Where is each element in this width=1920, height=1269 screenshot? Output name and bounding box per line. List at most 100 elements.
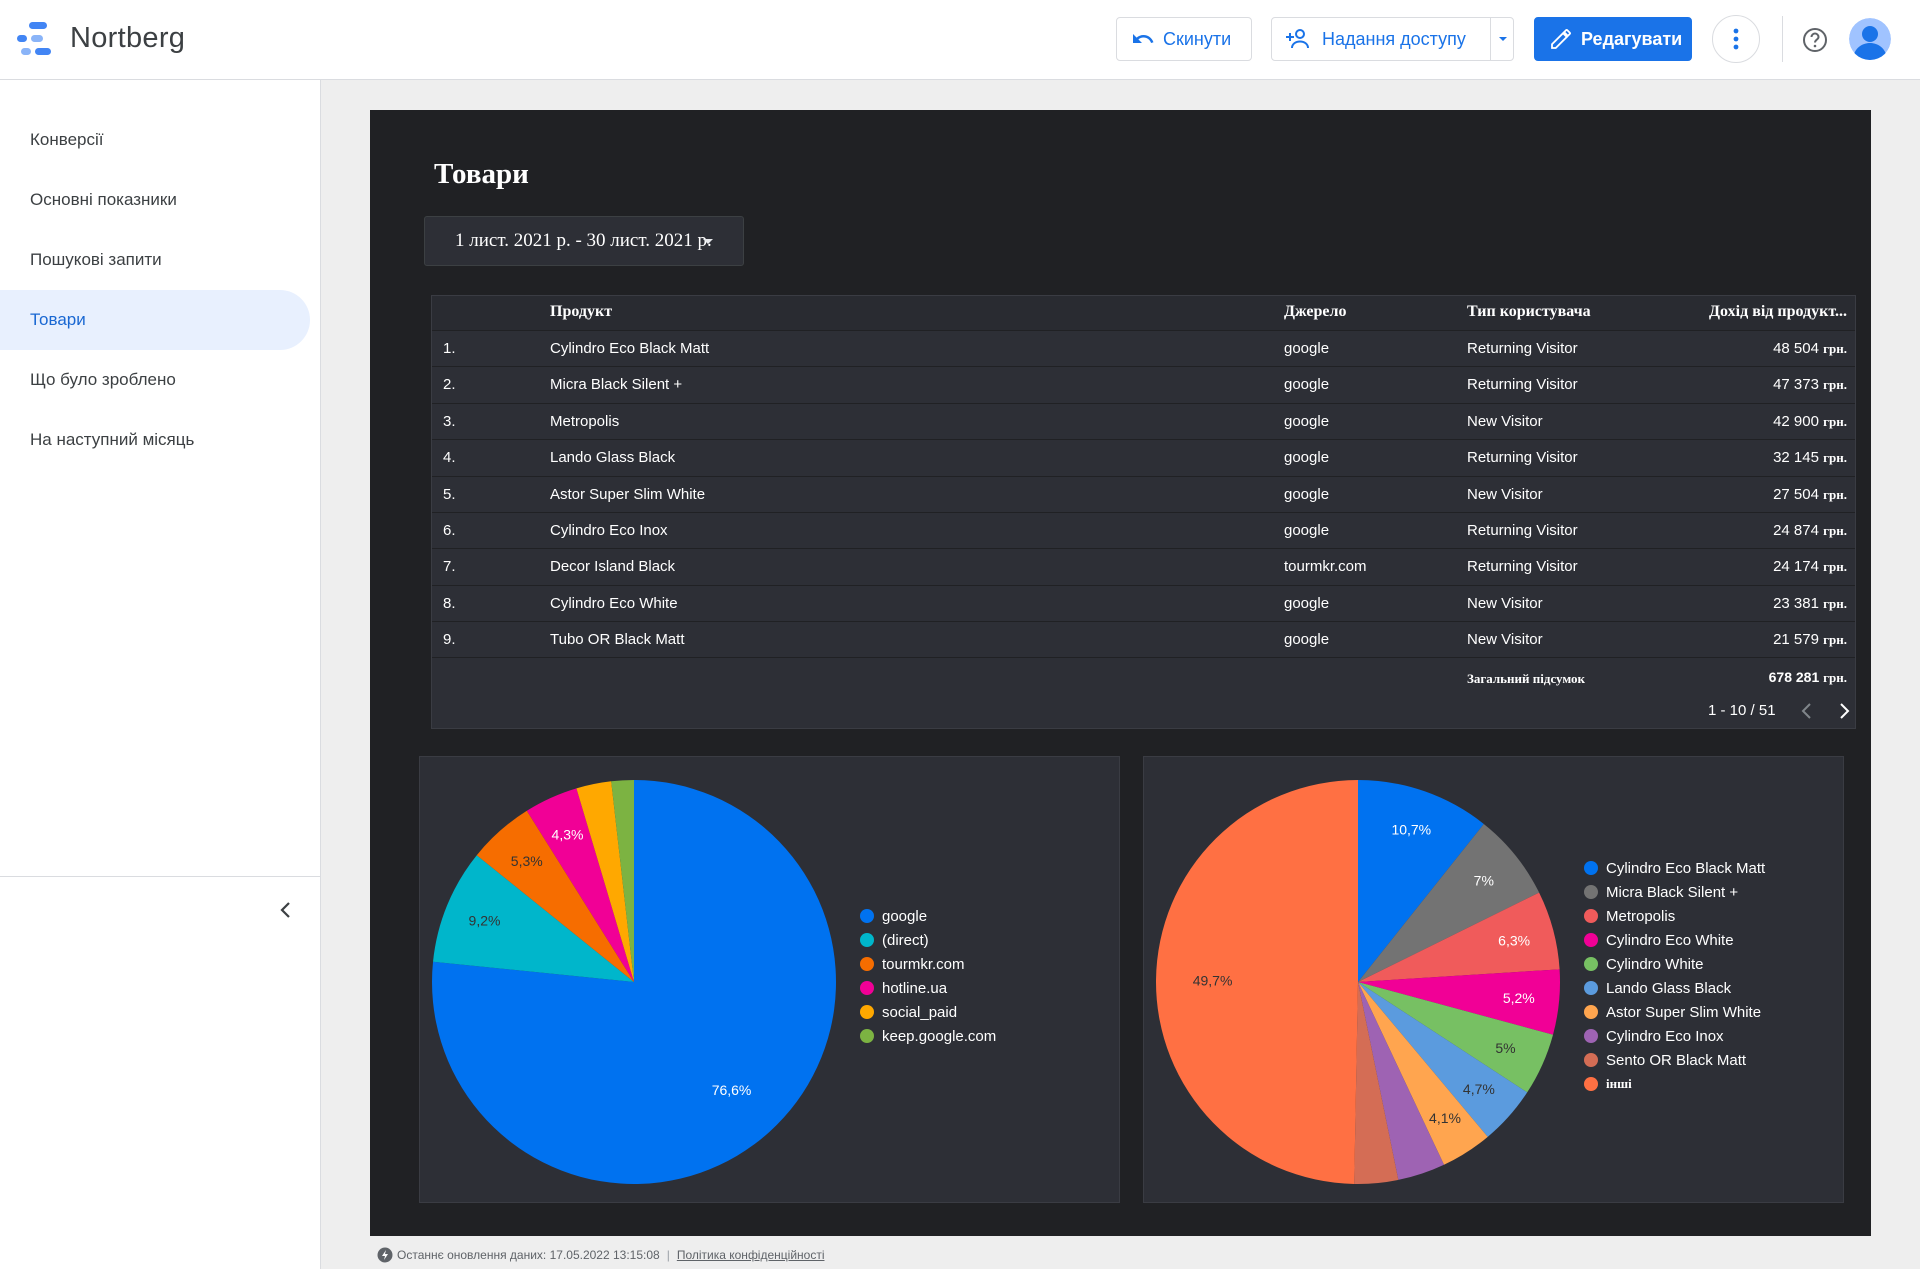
last-update-text: Останнє оновлення даних: 17.05.2022 13:1… <box>397 1248 660 1262</box>
source-cell: google <box>1284 376 1330 394</box>
legend-item[interactable]: Metropolis <box>1584 904 1765 928</box>
revenue-cell: 21 579 грн. <box>1773 631 1847 649</box>
table-row[interactable]: 5. Astor Super Slim White google New Visito… <box>432 475 1855 512</box>
table-row[interactable]: 1. Cylindro Eco Black Matt google Returning… <box>432 330 1855 366</box>
revenue-cell: 47 373 грн. <box>1773 376 1847 394</box>
table-row[interactable]: 2. Micra Black Silent + google Returning Vi… <box>432 366 1855 402</box>
pie-slice-3[interactable] <box>1358 969 1560 1035</box>
share-button[interactable]: Надання доступу <box>1271 17 1514 61</box>
legend-item[interactable]: tourmkr.com <box>860 952 996 976</box>
legend-item[interactable]: Cylindro Eco White <box>1584 928 1765 952</box>
table-row[interactable]: 9. Tubo OR Black Matt google New Visitor 21 … <box>432 621 1855 657</box>
source-pie-chart: 76,6% 9,2% 5,3% 4,3% google (direct) tourmkr.… <box>419 756 1120 1203</box>
product-cell: Micra Black Silent + <box>550 376 683 394</box>
column-header-user-type[interactable]: Тип користувача <box>1467 303 1591 320</box>
more-options-button[interactable] <box>1712 15 1760 63</box>
legend-item[interactable]: Cylindro Eco Inox <box>1584 1024 1765 1048</box>
sidebar-item-search-queries[interactable]: Пошукові запити <box>30 250 162 269</box>
product-cell: Cylindro Eco Inox <box>550 522 668 539</box>
legend-item[interactable]: google <box>860 904 996 928</box>
footer: Останнє оновлення даних: 17.05.2022 13:1… <box>377 1247 824 1263</box>
chevron-left-icon[interactable] <box>1800 700 1814 722</box>
table-row[interactable]: 4. Lando Glass Black google Returning Visit… <box>432 439 1855 475</box>
sidebar-divider <box>0 876 321 877</box>
date-range-picker[interactable]: 1 лист. 2021 р. - 30 лист. 2021 р. <box>424 216 744 266</box>
pagination: 1 - 10 / 51 <box>1688 698 1858 728</box>
sidebar-item-conversions[interactable]: Конверсії <box>30 130 104 149</box>
pie-slice-5[interactable] <box>611 780 634 982</box>
legend-item[interactable]: social_paid <box>860 1000 996 1024</box>
share-divider <box>1490 18 1491 60</box>
pie-slice-1[interactable] <box>433 855 634 982</box>
pie-slice-2[interactable] <box>476 810 634 982</box>
table-row[interactable]: 8. Cylindro Eco White google New Visitor 23 … <box>432 584 1855 621</box>
table-row[interactable]: 3. Metropolis google New Visitor 42 900 грн. <box>432 402 1855 439</box>
product-cell: Metropolis <box>550 412 620 430</box>
slice-value-label: 9,2% <box>469 913 501 929</box>
reset-button[interactable]: Скинути <box>1116 17 1252 61</box>
pie-slice-5[interactable] <box>1358 982 1528 1137</box>
sidebar-item-products[interactable]: Товари <box>0 290 310 350</box>
table-row[interactable]: 7. Decor Island Black tourmkr.com Returning… <box>432 548 1855 584</box>
pie-slice-1[interactable] <box>1358 823 1540 982</box>
row-index: 1. <box>443 340 456 357</box>
source-cell: google <box>1284 449 1330 467</box>
row-index: 5. <box>443 485 456 503</box>
slice-value-label: 49,7% <box>1193 973 1233 989</box>
privacy-policy-link[interactable]: Політика конфіденційності <box>676 1248 825 1262</box>
legend-swatch <box>1584 885 1598 899</box>
pie-slice-7[interactable] <box>1358 982 1445 1180</box>
edit-button[interactable]: Редагувати <box>1534 17 1692 61</box>
pie-slice-0[interactable] <box>431 780 836 1184</box>
pie-slice-8[interactable] <box>1354 982 1399 1184</box>
add-person-icon <box>1286 29 1309 49</box>
sidebar-item-key-metrics[interactable]: Основні показники <box>30 190 177 209</box>
pie-slice-2[interactable] <box>1358 892 1560 982</box>
column-header-product[interactable]: Продукт <box>550 303 613 320</box>
legend-item[interactable]: keep.google.com <box>860 1024 996 1048</box>
user-type-cell: Returning Visitor <box>1467 522 1578 539</box>
row-index: 4. <box>443 449 456 467</box>
pie-slice-9[interactable] <box>1155 780 1358 1184</box>
table-row[interactable]: 6. Cylindro Eco Inox google Returning Visit… <box>432 512 1855 548</box>
undo-icon <box>1133 34 1154 43</box>
legend-item[interactable]: Astor Super Slim White <box>1584 1000 1765 1024</box>
pie-slice-0[interactable] <box>1358 780 1484 982</box>
chart-legend: Cylindro Eco Black Matt Micra Black Silen… <box>1584 856 1765 1096</box>
slice-value-label: 5,3% <box>511 853 543 869</box>
legend-swatch <box>860 957 874 971</box>
user-type-cell: Returning Visitor <box>1467 558 1578 576</box>
caret-down-icon[interactable] <box>1497 35 1509 43</box>
legend-item[interactable]: інші <box>1584 1072 1765 1096</box>
legend-item[interactable]: Cylindro White <box>1584 952 1765 976</box>
chart-legend: google (direct) tourmkr.com hotline.ua socia… <box>860 904 996 1048</box>
product-cell: Astor Super Slim White <box>550 485 706 503</box>
legend-item[interactable]: hotline.ua <box>860 976 996 1000</box>
legend-item[interactable]: (direct) <box>860 928 996 952</box>
chevron-left-icon[interactable] <box>278 900 294 920</box>
product-cell: Decor Island Black <box>550 558 676 576</box>
sidebar: Конверсії Основні показники Пошукові зап… <box>0 80 321 1269</box>
row-index: 3. <box>443 412 456 430</box>
app-logo-icon[interactable] <box>17 20 55 58</box>
pie-slice-6[interactable] <box>1358 982 1488 1165</box>
pie-slice-4[interactable] <box>576 781 634 982</box>
legend-item[interactable]: Cylindro Eco Black Matt <box>1584 856 1765 880</box>
pie-slice-3[interactable] <box>526 788 634 982</box>
source-cell: google <box>1284 412 1330 430</box>
legend-label: Lando Glass Black <box>1606 979 1732 997</box>
dropdown-arrow-icon <box>703 239 713 244</box>
column-header-source[interactable]: Джерело <box>1284 303 1347 320</box>
pie-slice-4[interactable] <box>1358 982 1554 1093</box>
avatar[interactable] <box>1849 18 1891 60</box>
sidebar-item-done[interactable]: Що було зроблено <box>30 370 176 389</box>
legend-label: keep.google.com <box>882 1027 997 1045</box>
chevron-right-icon[interactable] <box>1837 700 1851 722</box>
column-header-revenue[interactable]: Дохід від продукт... <box>1709 303 1847 320</box>
legend-label: Cylindro Eco Inox <box>1606 1027 1724 1045</box>
legend-item[interactable]: Micra Black Silent + <box>1584 880 1765 904</box>
legend-item[interactable]: Lando Glass Black <box>1584 976 1765 1000</box>
sidebar-item-next-month[interactable]: На наступний місяць <box>30 430 195 449</box>
legend-item[interactable]: Sento OR Black Matt <box>1584 1048 1765 1072</box>
help-icon[interactable] <box>1801 26 1829 54</box>
